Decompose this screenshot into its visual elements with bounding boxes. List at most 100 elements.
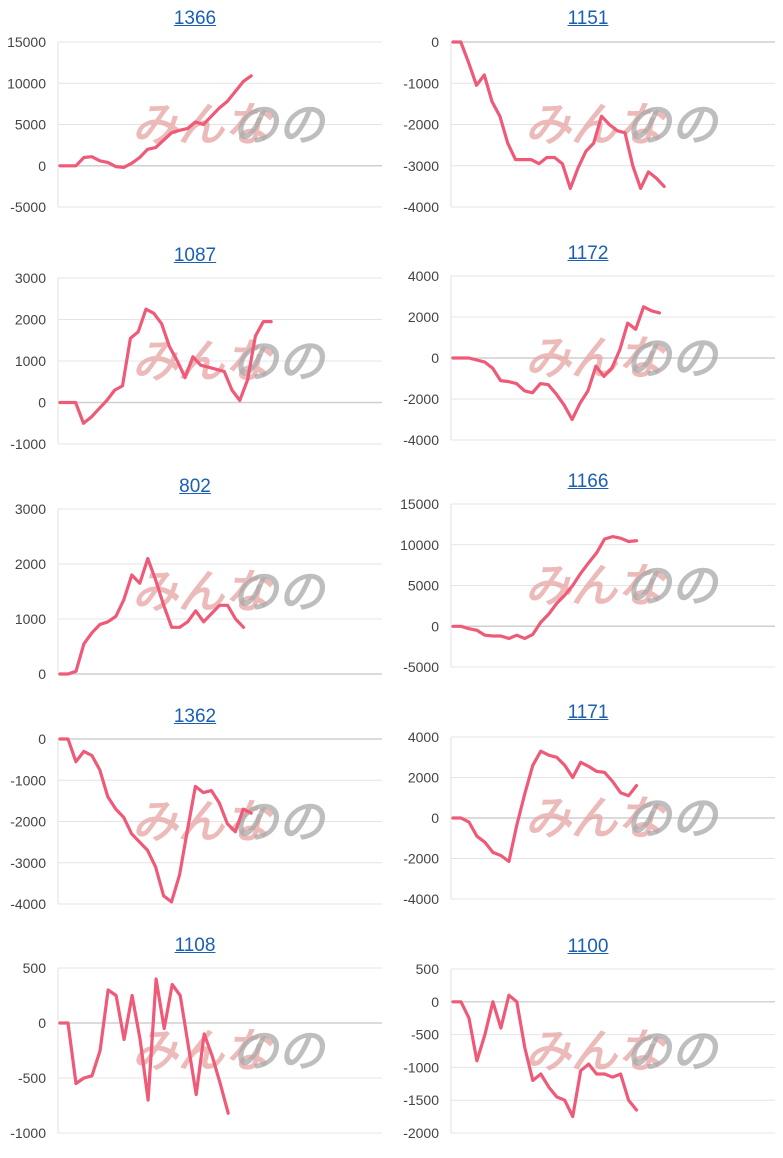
chart-panel: 0 -1000 -2000 -3000 -4000 みんな のの 1151: [393, 0, 783, 230]
y-tick-label: 1000: [15, 611, 46, 627]
y-tick-label: 3000: [15, 270, 46, 286]
chart-panel: 3000 2000 1000 0 みんな のの 802: [0, 468, 390, 698]
chart-panel: 15000 10000 5000 0 -5000 みんな のの 1366: [0, 0, 390, 230]
chart-panel: 500 0 -500 -1000 みんな のの 1108: [0, 927, 390, 1157]
y-tick-label: -2000: [403, 391, 439, 407]
y-tick-label: -5000: [403, 659, 439, 675]
chart-title-link[interactable]: 1087: [173, 245, 217, 266]
y-tick-label: -2000: [10, 814, 46, 830]
y-tick-label: 15000: [7, 34, 46, 50]
y-tick-label: 2000: [408, 309, 439, 325]
y-tick-label: 0: [38, 731, 46, 747]
series-line: [58, 977, 230, 1115]
y-tick-label: 0: [431, 618, 439, 634]
y-tick-label: 0: [38, 666, 46, 682]
series-line: [451, 305, 662, 422]
chart-panel: 4000 2000 0 -2000 -4000 みんな のの 1172: [393, 235, 783, 465]
y-tick-label: 15000: [400, 496, 439, 512]
y-tick-label: 0: [431, 810, 439, 826]
y-tick-label: 0: [431, 994, 439, 1010]
y-tick-label: -500: [18, 1070, 46, 1086]
watermark-text: みんな: [525, 559, 667, 613]
y-tick-label: -1000: [10, 772, 46, 788]
y-tick-label: 5000: [408, 578, 439, 594]
y-tick-label: -4000: [403, 199, 439, 215]
y-tick-label: 0: [38, 1015, 46, 1031]
watermark-text: みんな: [525, 331, 667, 385]
y-tick-label: -1000: [403, 1059, 439, 1075]
y-tick-label: -1500: [403, 1092, 439, 1108]
y-tick-label: -4000: [403, 432, 439, 448]
chart-title-link[interactable]: 1171: [567, 702, 609, 723]
y-tick-label: -500: [411, 1027, 439, 1043]
watermark-text: のの: [232, 565, 327, 619]
chart-panel: 3000 2000 1000 0 -1000 みんな のの 1087: [0, 237, 390, 467]
y-tick-label: -3000: [10, 855, 46, 871]
series-line: [58, 737, 253, 904]
series-line: [58, 556, 246, 676]
watermark-text: のの: [625, 331, 720, 385]
y-tick-label: 0: [38, 395, 46, 411]
chart-panel: 4000 2000 0 -2000 -4000 みんな のの 1171: [393, 694, 783, 924]
y-tick-label: 500: [23, 960, 47, 976]
y-tick-label: 1000: [15, 353, 46, 369]
watermark-text: みんな: [525, 791, 667, 845]
y-tick-label: -2000: [403, 1125, 439, 1141]
y-tick-label: 10000: [7, 75, 46, 91]
y-tick-label: -1000: [10, 1125, 46, 1141]
watermark-text: のの: [625, 98, 720, 152]
chart-title-link[interactable]: 1172: [567, 243, 609, 264]
chart-title-link[interactable]: 1362: [173, 706, 217, 727]
y-tick-label: 4000: [408, 729, 439, 745]
y-tick-label: -2000: [403, 851, 439, 867]
watermark-text: みんな: [132, 565, 274, 619]
chart-title-link[interactable]: 1166: [567, 471, 609, 492]
y-tick-label: -1000: [403, 75, 439, 91]
y-tick-label: 0: [38, 158, 46, 174]
series-line: [451, 534, 639, 641]
y-tick-label: -4000: [10, 896, 46, 912]
y-tick-label: 0: [431, 350, 439, 366]
watermark-text: みんな: [132, 795, 274, 849]
y-tick-label: 10000: [400, 537, 439, 553]
series-line: [58, 74, 253, 169]
chart-title-link[interactable]: 1366: [173, 8, 217, 29]
y-tick-label: 2000: [15, 556, 46, 572]
watermark-text: のの: [625, 559, 720, 613]
series-line: [451, 993, 639, 1119]
y-tick-label: -5000: [10, 199, 46, 215]
series-line: [451, 749, 639, 864]
chart-panel: 15000 10000 5000 0 -5000 みんな のの 1166: [393, 463, 783, 693]
y-tick-label: -1000: [10, 436, 46, 452]
chart-title-link[interactable]: 802: [179, 476, 211, 497]
chart-title-link[interactable]: 1151: [567, 8, 609, 29]
chart-title-link[interactable]: 1100: [567, 936, 609, 957]
watermark-text: のの: [232, 795, 327, 849]
watermark-text: のの: [625, 791, 720, 845]
chart-panel: 0 -1000 -2000 -3000 -4000 みんな のの 1362: [0, 698, 390, 928]
watermark-text: のの: [625, 1024, 720, 1078]
y-tick-label: 0: [431, 34, 439, 50]
y-tick-label: -3000: [403, 158, 439, 174]
y-tick-label: 3000: [15, 501, 46, 517]
y-tick-label: 500: [416, 961, 440, 977]
series-line: [58, 307, 273, 425]
y-tick-label: 5000: [15, 117, 46, 133]
chart-title-link[interactable]: 1108: [174, 935, 216, 956]
